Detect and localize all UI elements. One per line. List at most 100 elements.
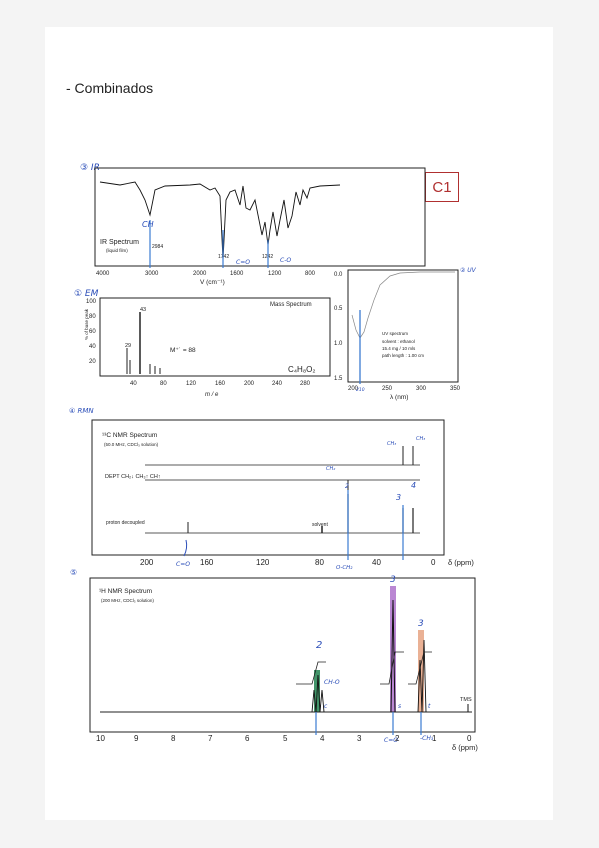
ir-frame: [94, 167, 426, 267]
c13-x-ticks: 200 160 120 80 40 0: [140, 558, 436, 567]
mass-molecular-ion: M⁺˙ = 88: [170, 346, 196, 354]
h1-peak-quartet: [311, 674, 325, 713]
h1-note-cs2: C=O: [384, 737, 398, 744]
h1-highlight-singlet: [390, 586, 396, 712]
h1-note-three-b: 3: [418, 619, 424, 629]
h1-xtick-2: 2: [395, 734, 400, 743]
h1-integral-2: [380, 651, 404, 685]
h1-note-s: s: [398, 703, 401, 710]
h1-xtick-3: 3: [357, 734, 362, 743]
c13-subtitle: (50.0 MHz, CDCl₃ solution): [104, 442, 159, 447]
uv-info-path: path length : 1.00 cm: [382, 353, 424, 358]
ir-marker: ③ IR: [80, 163, 100, 173]
ir-tick-800: 800: [305, 271, 316, 277]
mass-title: Mass Spectrum: [270, 302, 312, 308]
c13-peaks: [187, 494, 414, 533]
ir-trace: [99, 181, 341, 261]
ir-subtitle: (liquid film): [106, 248, 128, 253]
h1-note-ch2o: CH-O: [324, 679, 340, 686]
c13-note-ch2: CH₂: [326, 466, 335, 472]
ir-tick-3000: 3000: [145, 271, 159, 277]
uv-trace: [351, 271, 455, 339]
c13-title: ¹³C NMR Spectrum: [102, 432, 157, 439]
c13-xtick-120: 120: [256, 558, 270, 567]
h1-xlabel: δ (ppm): [452, 743, 478, 752]
mass-xtick-120: 120: [186, 381, 197, 387]
h1-marker: ⑤: [70, 568, 77, 577]
h1-tms-label: TMS: [460, 697, 472, 703]
uv-marker: ② UV: [460, 267, 477, 274]
ir-tick-2000: 2000: [193, 271, 207, 277]
uv-xlabel: λ (nm): [390, 394, 408, 401]
uv-info-solvent: solvent : ethanol: [382, 339, 415, 344]
h1-xtick-8: 8: [171, 734, 176, 743]
h1-xtick-4: 4: [320, 734, 325, 743]
mass-peak-label-29: 29: [125, 343, 131, 349]
h1-integral-1: [296, 661, 326, 685]
ir-note-co: C=O: [236, 259, 250, 266]
mass-peaks: [126, 312, 161, 374]
ir-title: IR Spectrum: [100, 239, 139, 246]
c13-xtick-0: 0: [431, 558, 436, 567]
c13-xlabel: δ (ppm): [448, 558, 474, 567]
c13-note-ch3: CH₃: [387, 441, 396, 447]
c13-note-och2: O-CH₂: [336, 565, 353, 571]
c13-xtick-200: 200: [140, 558, 154, 567]
uv-xtick-350: 350: [450, 386, 461, 392]
c13-xtick-80: 80: [315, 558, 324, 567]
h1-note-three: 3: [390, 575, 396, 585]
uv-frame: [347, 269, 459, 383]
h1-xtick-7: 7: [208, 734, 213, 743]
ir-tick-1200: 1200: [268, 271, 282, 277]
h1-x-ticks: 10 9 8 7 6 5 4 3 2 1 0: [96, 734, 472, 743]
h1-integral-3: [408, 651, 432, 685]
uv-info-title: UV spectrum: [382, 331, 408, 336]
mass-ytick-80: 80: [89, 314, 96, 320]
uv-xtick-200: 200: [348, 386, 359, 392]
mass-frame: [99, 297, 331, 377]
mass-xtick-280: 280: [300, 381, 311, 387]
ir-x-ticks: 4000 3000 2000 1600 1200 800: [96, 271, 316, 277]
h1-xtick-9: 9: [134, 734, 139, 743]
h1-note-two: 2: [316, 640, 322, 651]
h1-xtick-0: 0: [467, 734, 472, 743]
c13-dept-label: DEPT CH₂↓ CH₃↑ CH↑: [105, 474, 161, 480]
uv-ytick-0: 0.0: [334, 272, 343, 278]
c13-xtick-40: 40: [372, 558, 381, 567]
c13-frame: [91, 419, 445, 556]
c13-solvent-label: solvent: [312, 522, 328, 528]
h1-peak-triplet: [417, 639, 427, 713]
c13-proton-label: proton decoupled: [106, 520, 145, 526]
mass-marker: ① EM: [74, 289, 99, 299]
uv-info: UV spectrum solvent : ethanol 15.4 mg / …: [382, 331, 424, 358]
c13-note-four: 4: [411, 481, 416, 490]
mass-xtick-200: 200: [244, 381, 255, 387]
ir-xlabel: V (cm⁻¹): [200, 279, 225, 286]
h1-xtick-1: 1: [432, 734, 437, 743]
uv-info-conc: 15.4 mg / 10 mls: [382, 346, 416, 351]
document-page: [45, 27, 553, 820]
mass-ytick-100: 100: [86, 299, 97, 305]
h1-note-ch3: -CH₃: [420, 735, 434, 742]
page-heading: - Combinados: [66, 80, 154, 96]
mass-x-ticks: 40 80 120 160 200 240 280: [130, 381, 311, 387]
h1-frame: [89, 577, 476, 733]
ir-note-co2: C-O: [280, 257, 291, 264]
uv-ytick-15: 1.5: [334, 376, 343, 382]
mass-ytick-20: 20: [89, 359, 96, 365]
uv-note: 210: [356, 387, 365, 393]
c13-annot-arrow: [183, 539, 188, 557]
h1-note-t: t: [428, 703, 431, 710]
mass-xtick-160: 160: [215, 381, 226, 387]
mass-ylabel: % of base peak: [84, 308, 89, 340]
c13-note-three: 3: [396, 493, 401, 502]
c13-xtick-160: 160: [200, 558, 214, 567]
c13-note-co: C=O: [176, 561, 190, 568]
h1-note-c: c: [324, 703, 328, 710]
h1-highlight-triplet: [418, 630, 424, 712]
c13-note-ch3b: CH₃: [416, 436, 425, 442]
ir-peak-2: 1742: [218, 254, 229, 260]
uv-y-ticks: 0.0 0.5 1.0 1.5: [334, 272, 343, 382]
h1-xtick-10: 10: [96, 734, 105, 743]
